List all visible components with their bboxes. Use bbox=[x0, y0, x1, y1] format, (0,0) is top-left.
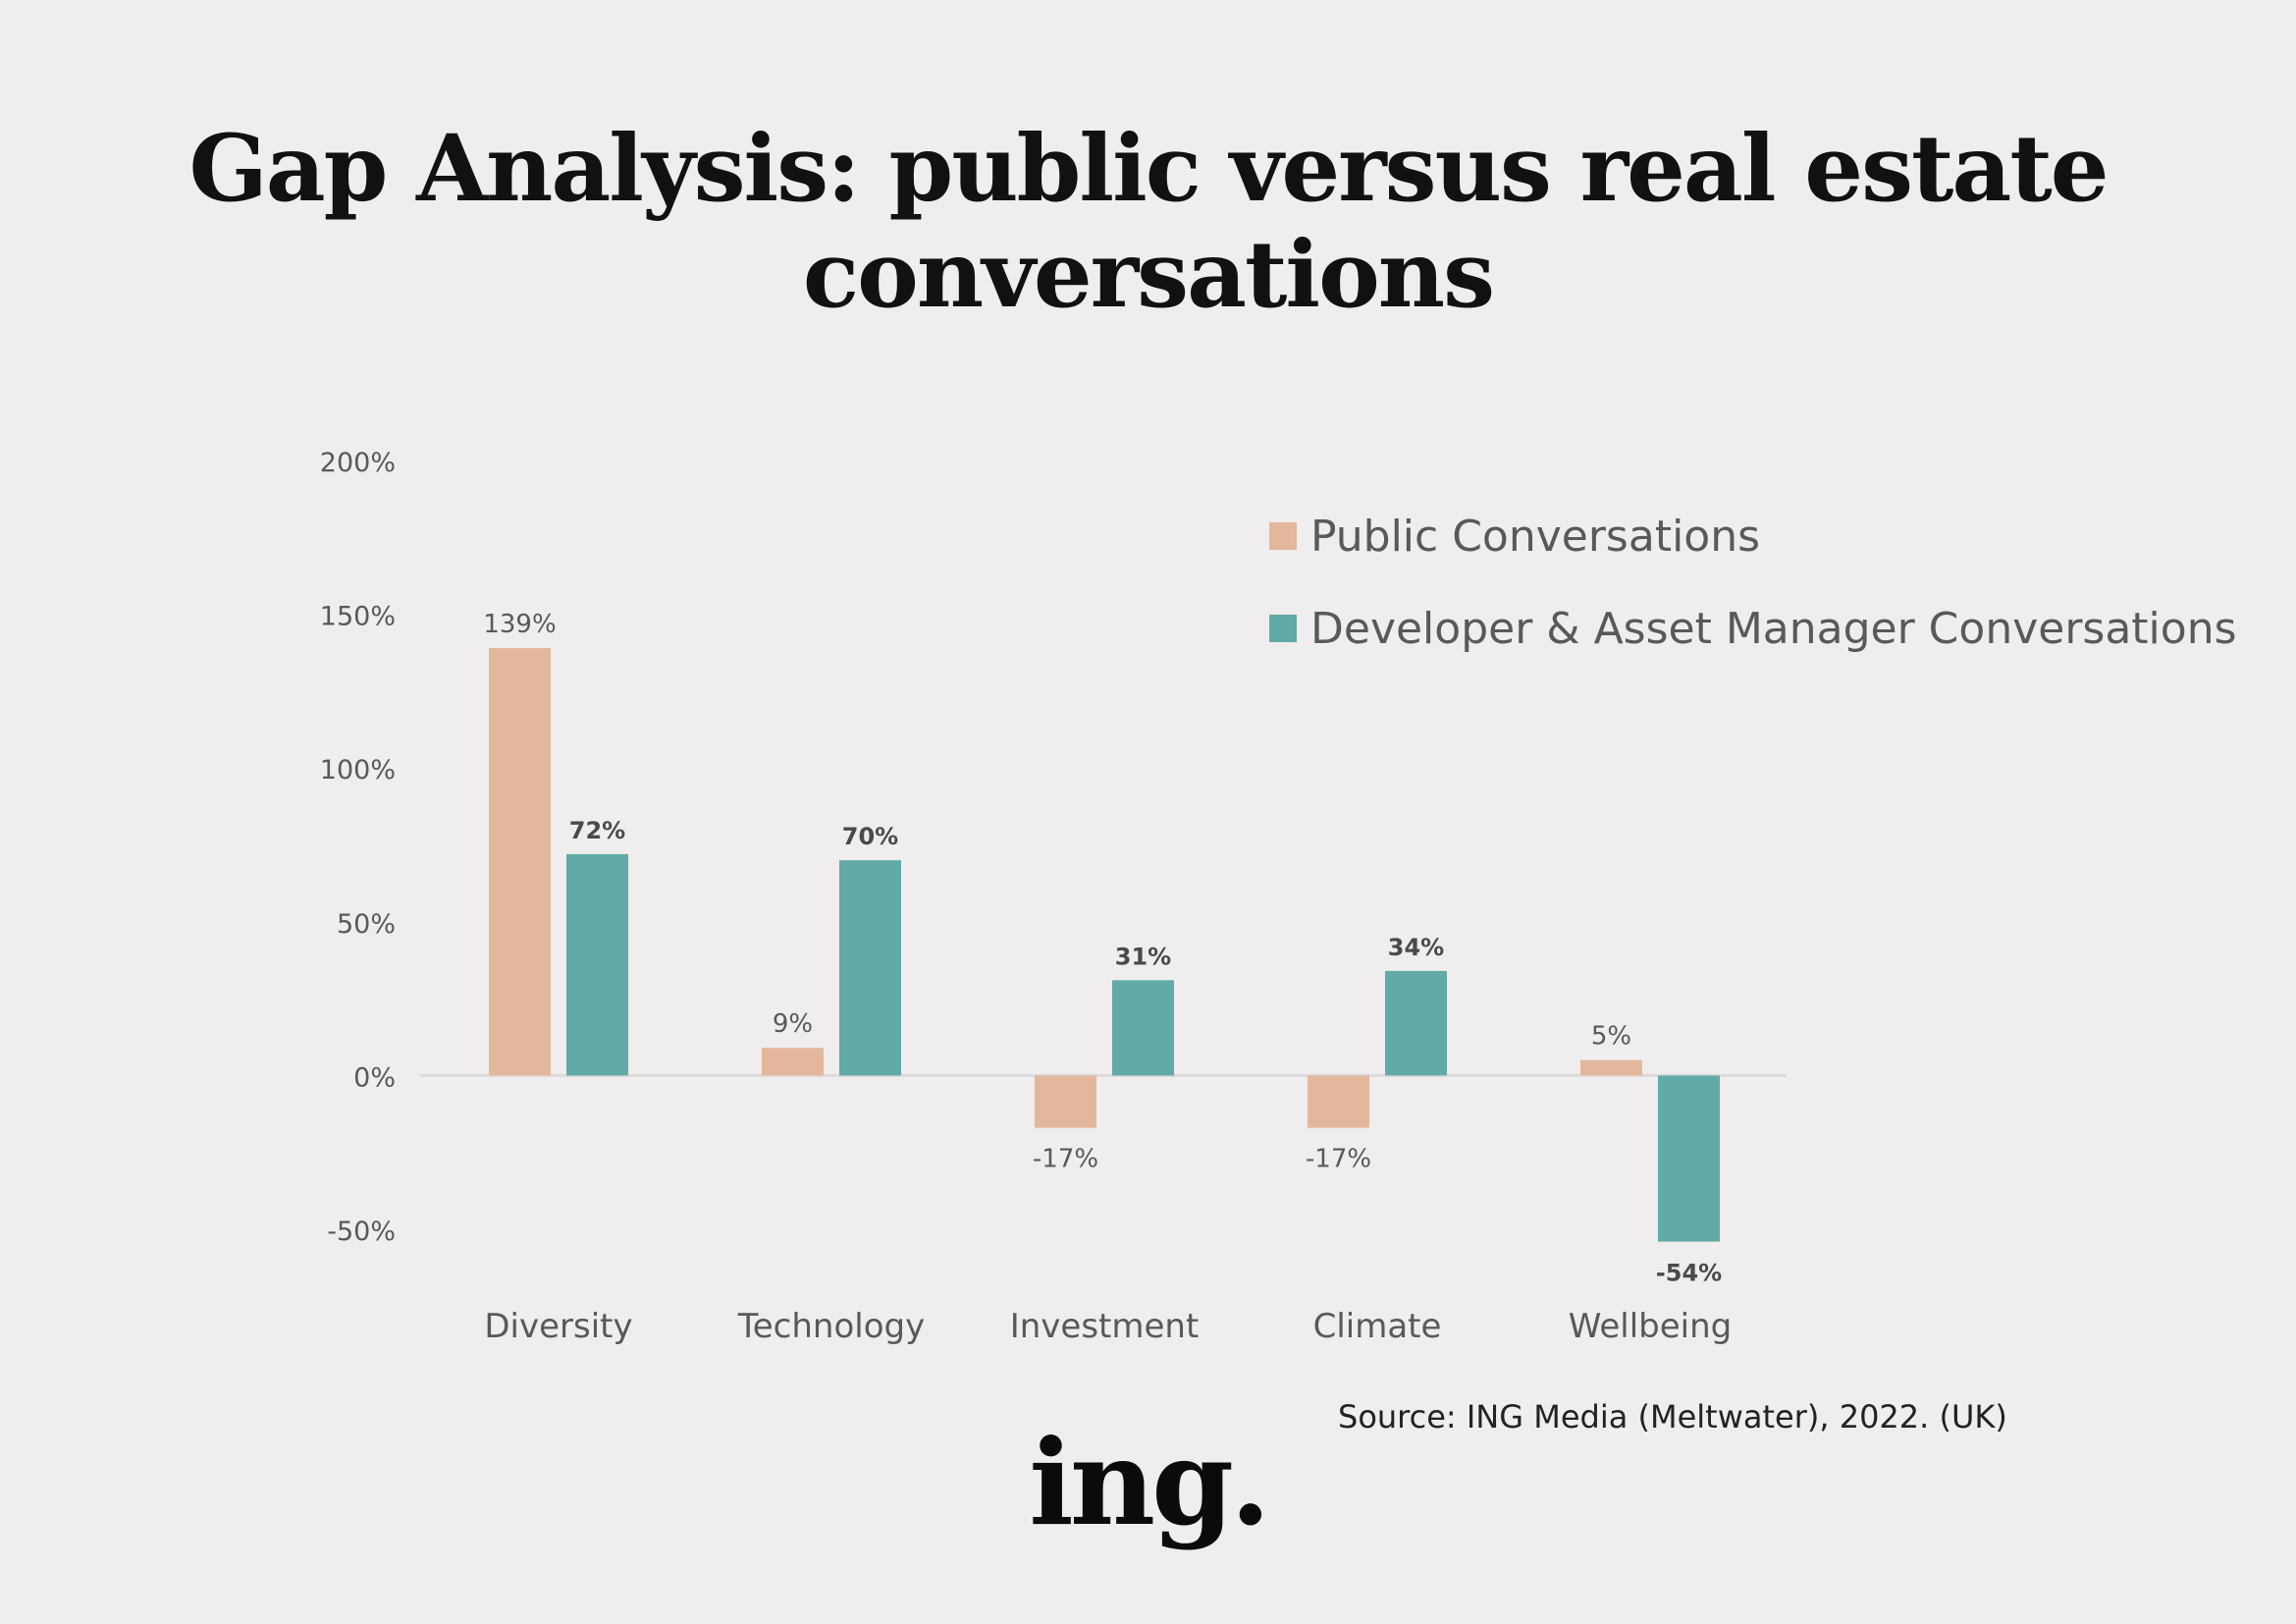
bar-developer bbox=[1385, 970, 1447, 1076]
data-label-developer: 31% bbox=[1115, 943, 1171, 970]
data-label-public: 9% bbox=[773, 1009, 813, 1039]
legend-swatch-developer bbox=[1269, 615, 1297, 642]
y-tick-label: 50% bbox=[337, 909, 396, 940]
y-tick-label: 100% bbox=[320, 755, 396, 785]
bar-public bbox=[1308, 1075, 1369, 1128]
data-label-developer: -54% bbox=[1656, 1260, 1722, 1287]
data-label-developer: 72% bbox=[569, 817, 625, 844]
legend-item-public: Public Conversations bbox=[1269, 511, 2237, 562]
bar-public bbox=[489, 648, 551, 1076]
bar-public bbox=[1035, 1075, 1096, 1128]
legend-label-developer: Developer & Asset Manager Conversations bbox=[1310, 603, 2237, 654]
source-note: Source: ING Media (Meltwater), 2022. (UK… bbox=[1338, 1398, 2007, 1435]
y-tick-label: 200% bbox=[320, 448, 396, 478]
bar-public bbox=[762, 1048, 824, 1076]
data-label-public: 5% bbox=[1591, 1022, 1631, 1052]
x-category-label: Diversity bbox=[484, 1307, 632, 1346]
chart-title-line-1: Gap Analysis: public versus real estate bbox=[188, 115, 2109, 223]
bar-developer bbox=[1658, 1075, 1720, 1242]
chart-legend: Public Conversations Developer & Asset M… bbox=[1269, 511, 2237, 695]
x-category-label: Wellbeing bbox=[1569, 1307, 1733, 1346]
data-label-public: -17% bbox=[1033, 1145, 1098, 1174]
y-tick-label: 0% bbox=[353, 1062, 396, 1093]
data-label-developer: 34% bbox=[1388, 934, 1444, 961]
x-category-label: Investment bbox=[1010, 1307, 1200, 1346]
bar-developer bbox=[566, 853, 628, 1076]
chart-title-line-2: conversations bbox=[802, 221, 1495, 329]
x-category-label: Climate bbox=[1313, 1307, 1442, 1346]
bar-developer bbox=[839, 860, 901, 1076]
ing-logo: ing. bbox=[1029, 1414, 1271, 1552]
chart-title: Gap Analysis: public versus real estate … bbox=[0, 116, 2296, 328]
data-label-developer: 70% bbox=[842, 823, 898, 850]
y-tick-label: 150% bbox=[320, 602, 396, 632]
x-category-label: Technology bbox=[737, 1307, 925, 1346]
legend-item-developer: Developer & Asset Manager Conversations bbox=[1269, 603, 2237, 654]
legend-swatch-public bbox=[1269, 522, 1297, 550]
bar-public bbox=[1580, 1059, 1642, 1076]
data-label-public: -17% bbox=[1306, 1145, 1371, 1174]
data-label-public: 139% bbox=[483, 610, 556, 639]
legend-label-public: Public Conversations bbox=[1310, 511, 1761, 562]
bar-developer bbox=[1112, 980, 1174, 1076]
y-tick-label: -50% bbox=[327, 1217, 396, 1247]
